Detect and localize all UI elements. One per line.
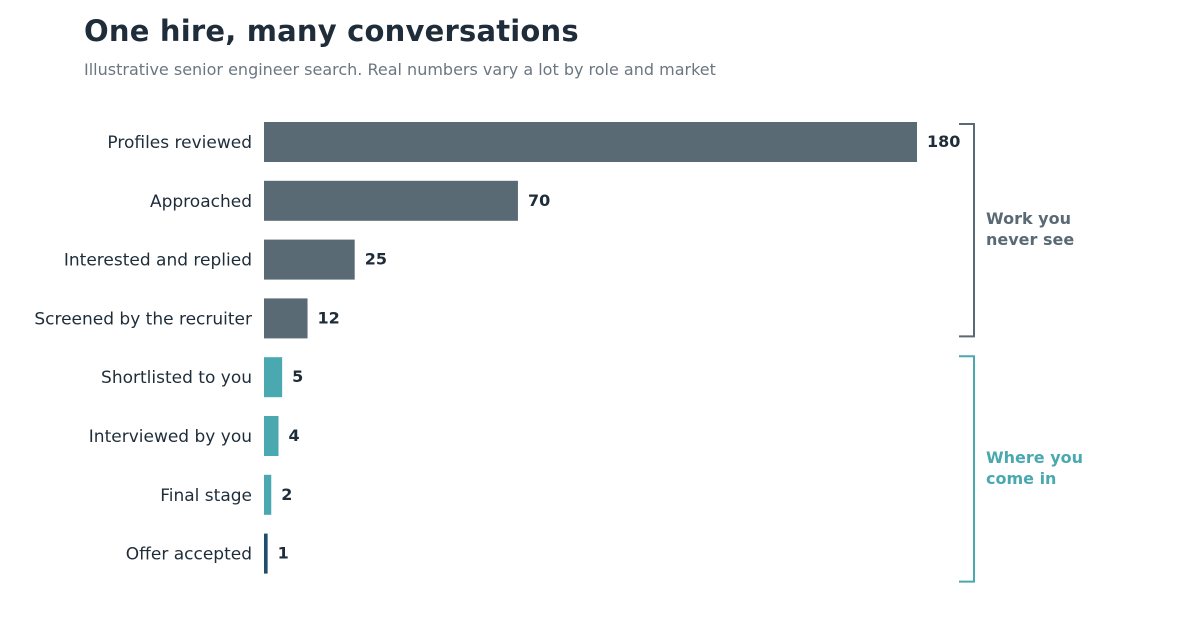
value-label-5: 4 — [289, 426, 300, 445]
bracket-label-1: Where you come in — [986, 448, 1083, 488]
bar-5 — [264, 416, 279, 456]
bar-1 — [264, 180, 518, 221]
category-label-4: Shortlisted to you — [101, 368, 252, 388]
chart-title: One hire, many conversations — [84, 14, 579, 48]
bracket-label-line: Work you — [986, 209, 1071, 228]
category-label-0: Profiles reviewed — [107, 133, 252, 153]
value-label-7: 1 — [278, 544, 289, 563]
value-label-0: 180 — [927, 132, 960, 151]
bar-7 — [264, 533, 268, 574]
bracket-label-0: Work you never see — [986, 209, 1074, 249]
category-label-6: Final stage — [160, 486, 252, 506]
bar-2 — [264, 239, 355, 280]
bracket-1 — [959, 355, 975, 583]
bracket-label-line: Where you — [986, 448, 1083, 467]
category-label-1: Approached — [150, 192, 252, 212]
value-label-4: 5 — [292, 367, 303, 386]
bracket-label-line: never see — [986, 230, 1074, 249]
value-label-6: 2 — [281, 485, 292, 504]
value-label-1: 70 — [528, 191, 550, 210]
category-label-3: Screened by the recruiter — [34, 309, 252, 329]
bar-3 — [264, 298, 308, 339]
category-label-2: Interested and replied — [64, 251, 252, 271]
bracket-label-line: come in — [986, 469, 1056, 488]
value-label-3: 12 — [318, 308, 340, 327]
bar-6 — [264, 474, 272, 515]
category-label-5: Interviewed by you — [89, 427, 252, 447]
bar-4 — [264, 357, 283, 398]
bar-0 — [264, 122, 917, 162]
chart-subtitle: Illustrative senior engineer search. Rea… — [84, 60, 716, 79]
category-label-7: Offer accepted — [126, 545, 252, 565]
value-label-2: 25 — [365, 250, 387, 269]
bracket-0 — [959, 123, 975, 338]
